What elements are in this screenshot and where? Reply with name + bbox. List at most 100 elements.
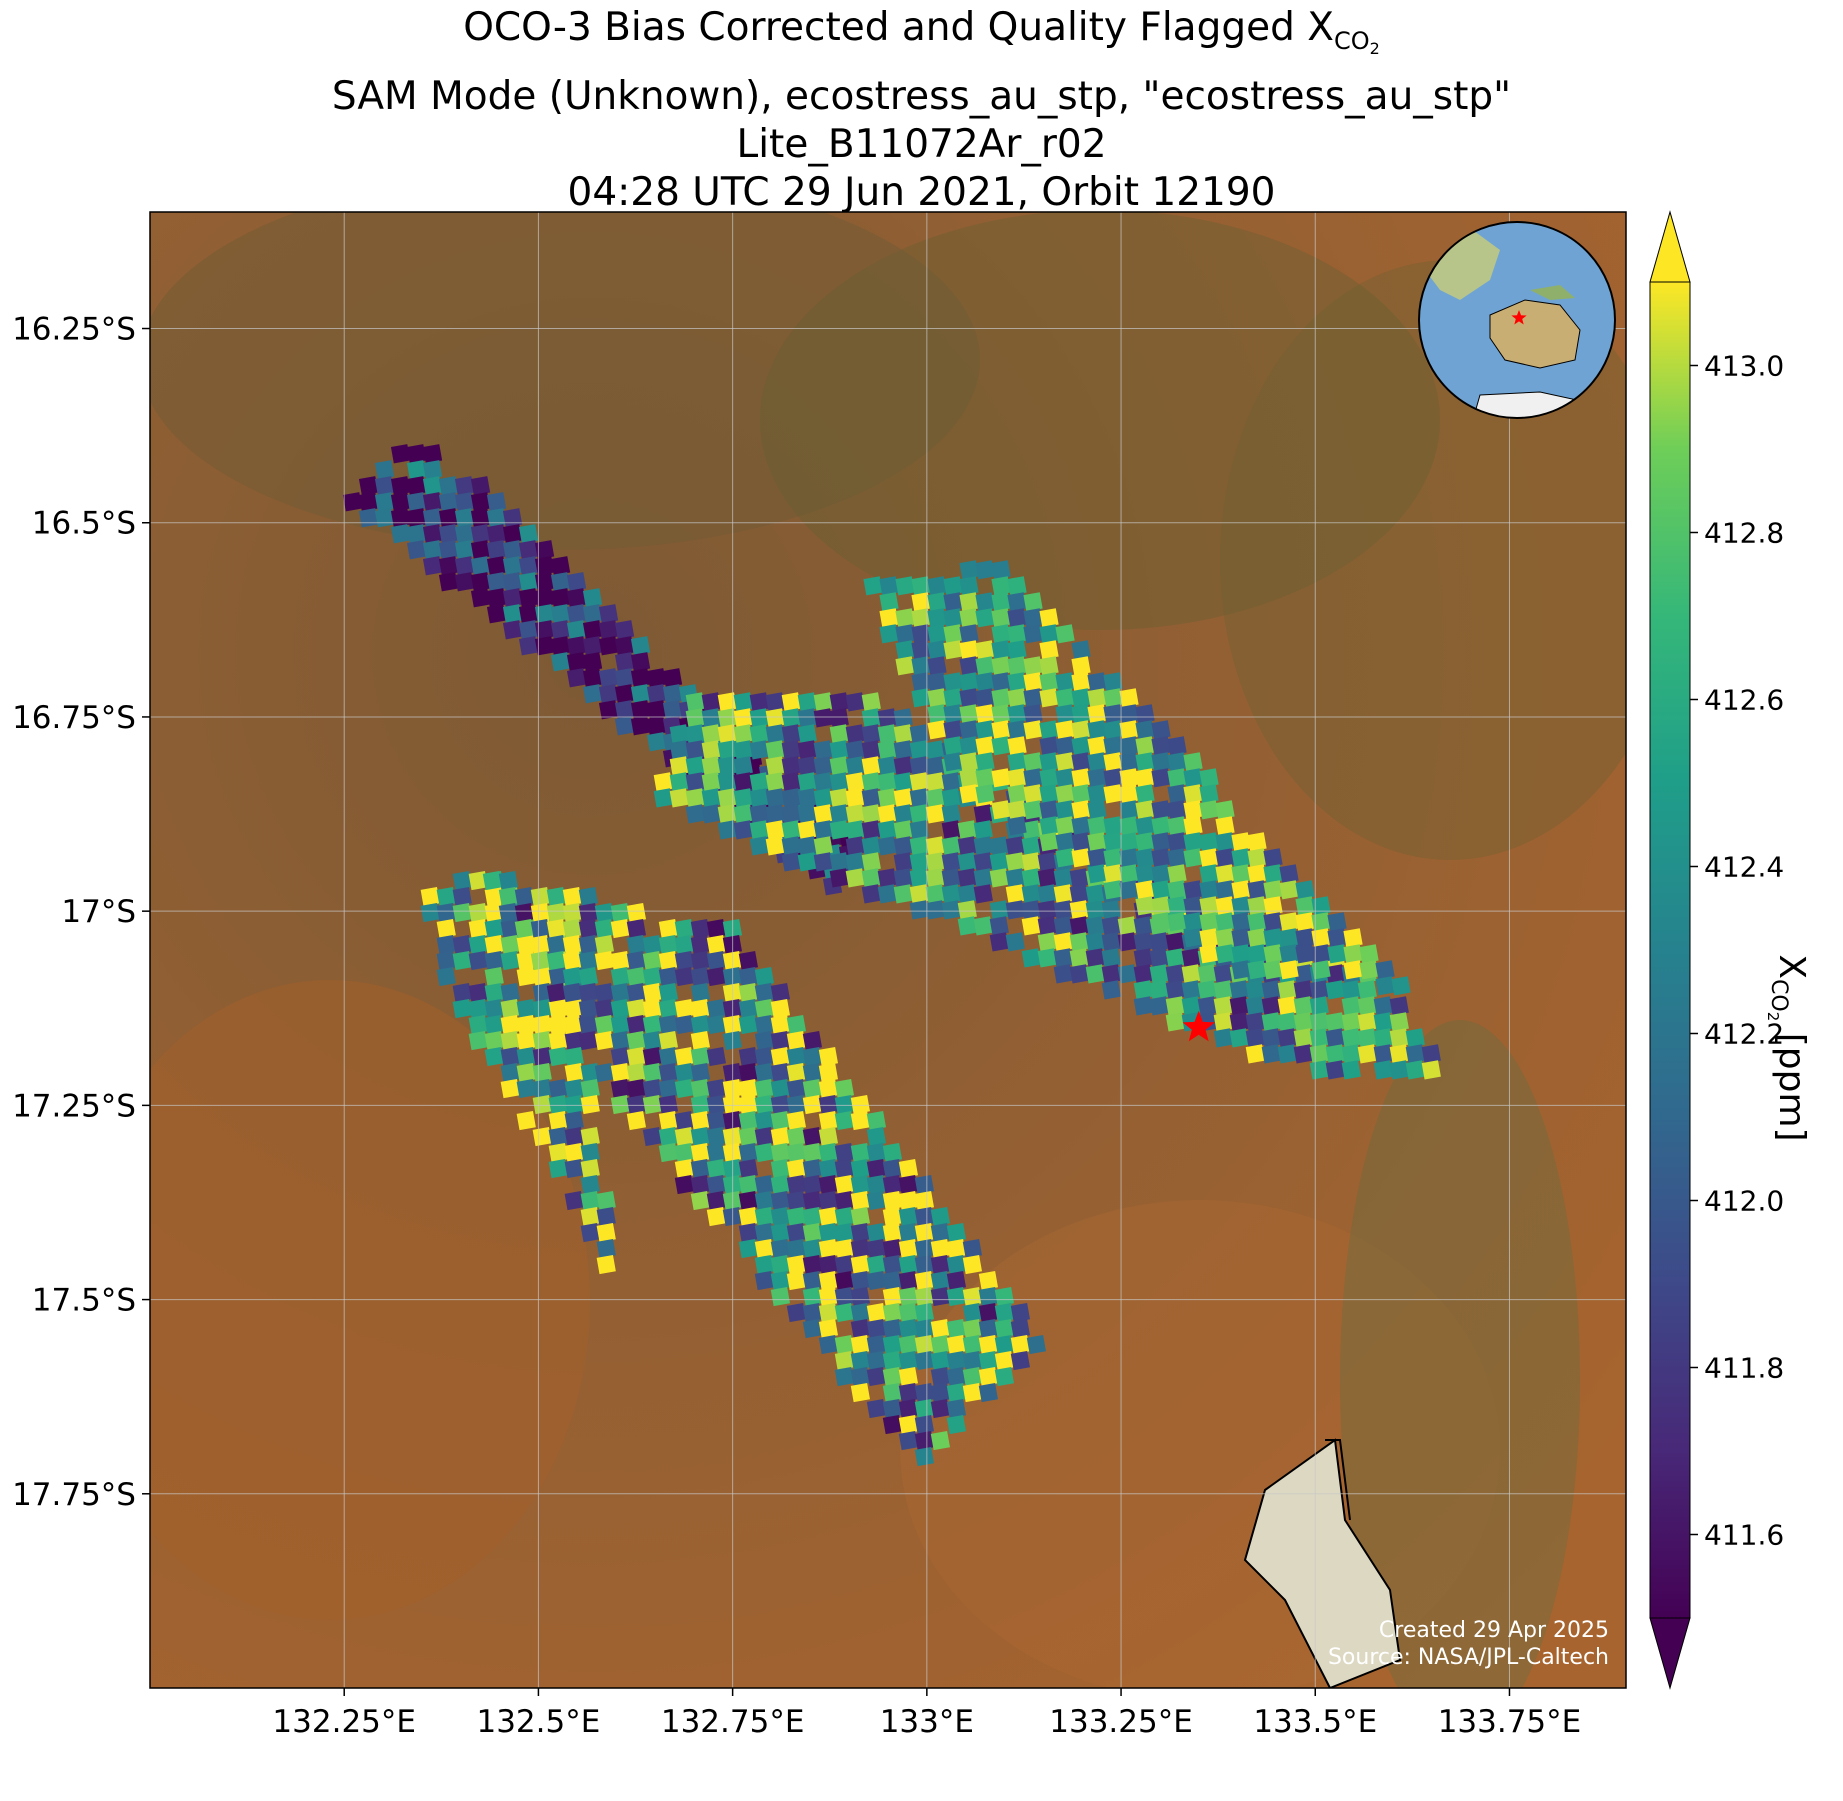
sounding-cell bbox=[975, 720, 995, 740]
sounding-cell bbox=[1165, 964, 1185, 984]
sounding-cell bbox=[991, 592, 1011, 612]
sounding-cell bbox=[662, 684, 683, 704]
sounding-cell bbox=[802, 1030, 823, 1051]
sounding-cell bbox=[1023, 768, 1043, 788]
sounding-cell bbox=[1135, 784, 1155, 804]
sounding-cell bbox=[598, 668, 619, 688]
sounding-cell bbox=[642, 1126, 663, 1147]
sounding-cell bbox=[610, 902, 631, 923]
map-area bbox=[149, 211, 1627, 1689]
sounding-cell bbox=[658, 934, 679, 955]
sounding-cell bbox=[674, 1158, 695, 1179]
sounding-cell bbox=[770, 982, 791, 1003]
sounding-cell bbox=[1103, 720, 1123, 740]
sounding-cell bbox=[1373, 1012, 1393, 1032]
sounding-cell bbox=[975, 704, 995, 724]
sounding-cell bbox=[1167, 800, 1187, 820]
sounding-cell bbox=[834, 1334, 855, 1355]
sounding-cell bbox=[701, 804, 721, 824]
sounding-cell bbox=[1117, 916, 1137, 936]
sounding-cell bbox=[925, 740, 945, 760]
sounding-cell bbox=[1325, 1060, 1345, 1080]
sounding-cell bbox=[582, 684, 603, 704]
sounding-cell bbox=[1039, 672, 1059, 692]
sounding-cell bbox=[546, 982, 567, 1003]
sounding-cell bbox=[797, 788, 817, 808]
y-tick-label: 17.75°S bbox=[12, 1477, 136, 1513]
sounding-cell bbox=[706, 1046, 727, 1067]
sounding-cell bbox=[898, 1254, 919, 1275]
sounding-cell bbox=[818, 1254, 839, 1275]
sounding-cell bbox=[1071, 736, 1091, 756]
sounding-cell bbox=[738, 1110, 759, 1131]
sounding-cell bbox=[909, 836, 929, 856]
sounding-cell bbox=[658, 1110, 679, 1131]
sounding-cell bbox=[582, 620, 603, 640]
sounding-cell bbox=[850, 1302, 871, 1323]
sounding-cell bbox=[930, 1398, 951, 1419]
sounding-cell bbox=[786, 1030, 807, 1051]
sounding-cell bbox=[1071, 816, 1091, 836]
sounding-cell bbox=[1199, 880, 1219, 900]
sounding-cell bbox=[470, 540, 491, 560]
sounding-cell bbox=[1357, 1012, 1377, 1032]
sounding-cell bbox=[1293, 964, 1313, 984]
sounding-cell bbox=[594, 1030, 615, 1051]
sounding-cell bbox=[530, 886, 551, 907]
sounding-cell bbox=[578, 998, 599, 1019]
sounding-cell bbox=[1293, 1044, 1313, 1064]
sounding-cell bbox=[468, 902, 488, 923]
sounding-cell bbox=[1135, 864, 1155, 884]
sounding-cell bbox=[930, 1254, 951, 1275]
sounding-cell bbox=[706, 950, 727, 971]
sounding-cell bbox=[754, 1126, 775, 1147]
sounding-cell bbox=[925, 788, 945, 808]
sounding-cell bbox=[941, 820, 961, 840]
sounding-cell bbox=[770, 1286, 791, 1307]
sounding-cell bbox=[1311, 928, 1331, 948]
sounding-cell bbox=[674, 1142, 695, 1163]
sounding-cell bbox=[438, 556, 459, 576]
sounding-cell bbox=[911, 608, 931, 628]
sounding-cell bbox=[850, 1174, 871, 1195]
sounding-cell bbox=[813, 756, 833, 776]
sounding-cell bbox=[1023, 800, 1043, 820]
colorbar-tick-label: 412.2 bbox=[1704, 1018, 1784, 1051]
sounding-cell bbox=[1373, 1044, 1393, 1064]
sounding-cell bbox=[749, 708, 769, 728]
sounding-cell bbox=[422, 524, 443, 544]
sounding-cell bbox=[598, 684, 619, 704]
sounding-cell bbox=[436, 886, 456, 907]
sounding-cell bbox=[468, 950, 488, 971]
sounding-cell bbox=[770, 1270, 791, 1291]
sounding-cell bbox=[646, 684, 667, 704]
sounding-cell bbox=[1005, 852, 1025, 872]
sounding-cell bbox=[1023, 592, 1043, 612]
sounding-cell bbox=[658, 1014, 679, 1035]
sounding-cell bbox=[959, 592, 979, 612]
sounding-cell bbox=[1341, 1012, 1361, 1032]
sounding-cell bbox=[802, 1062, 823, 1083]
sounding-cell bbox=[1261, 1028, 1281, 1048]
sounding-cell bbox=[802, 1078, 823, 1099]
sounding-cell bbox=[452, 950, 472, 971]
sounding-cell bbox=[614, 652, 635, 672]
sounding-cell bbox=[909, 852, 929, 872]
sounding-cell bbox=[1119, 720, 1139, 740]
sounding-cell bbox=[914, 1270, 935, 1291]
sounding-cell bbox=[436, 950, 456, 971]
sounding-cell bbox=[1231, 880, 1251, 900]
sounding-cell bbox=[1277, 1012, 1297, 1032]
sounding-cell bbox=[845, 756, 865, 776]
sounding-cell bbox=[770, 1142, 791, 1163]
sounding-cell bbox=[1215, 912, 1235, 932]
sounding-cell bbox=[1167, 864, 1187, 884]
sounding-cell bbox=[674, 966, 695, 987]
sounding-cell bbox=[754, 1078, 775, 1099]
sounding-cell bbox=[690, 1014, 711, 1035]
sounding-cell bbox=[598, 636, 619, 656]
sounding-cell bbox=[925, 900, 945, 920]
sounding-cell bbox=[877, 836, 897, 856]
sounding-cell bbox=[866, 1142, 887, 1163]
sounding-cell bbox=[358, 476, 379, 496]
